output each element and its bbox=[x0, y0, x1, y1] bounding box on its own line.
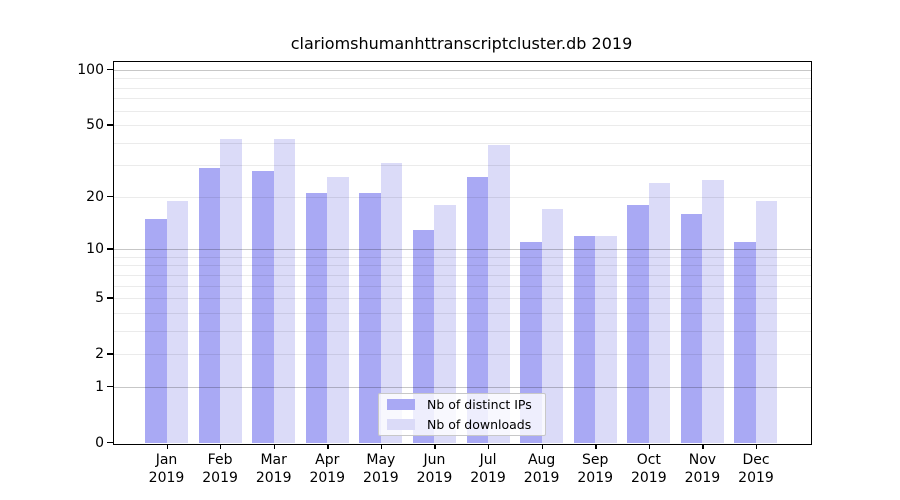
y-tick-10 bbox=[107, 248, 113, 250]
x-tick-feb bbox=[220, 444, 222, 449]
x-tick-label-feb: Feb 2019 bbox=[202, 452, 238, 486]
gridline-70 bbox=[114, 98, 811, 100]
bar-apr-downloads bbox=[327, 176, 349, 443]
legend: Nb of distinct IPs Nb of downloads bbox=[378, 393, 546, 436]
y-tick-label-2: 2 bbox=[95, 346, 104, 363]
bar-mar-downloads bbox=[273, 139, 296, 443]
bar-jun-distinct-ips bbox=[412, 229, 435, 443]
gridline-80 bbox=[114, 87, 811, 89]
x-tick-jan bbox=[166, 444, 168, 449]
bar-sep-distinct-ips bbox=[573, 235, 596, 443]
x-tick-oct bbox=[648, 444, 651, 449]
x-tick-label-sep: Sep 2019 bbox=[577, 452, 614, 486]
legend-item-downloads: Nb of downloads bbox=[379, 415, 545, 433]
x-tick-apr bbox=[327, 444, 329, 449]
y-tick-label-20: 20 bbox=[86, 188, 104, 205]
gridline-30 bbox=[114, 165, 811, 167]
bar-sep-downloads bbox=[595, 235, 617, 443]
gridline-7 bbox=[114, 274, 811, 276]
y-tick-5 bbox=[107, 297, 113, 299]
x-tick-label-oct: Oct 2019 bbox=[630, 452, 667, 486]
y-tick-label-100: 100 bbox=[77, 61, 104, 78]
gridline-40 bbox=[114, 142, 811, 144]
bar-nov-distinct-ips bbox=[680, 214, 703, 443]
gridline-9 bbox=[114, 256, 811, 258]
x-tick-aug bbox=[541, 444, 544, 449]
y-tick-label-5: 5 bbox=[95, 290, 104, 307]
y-tick-1 bbox=[107, 385, 113, 388]
x-tick-label-jun: Jun 2019 bbox=[416, 452, 453, 486]
x-tick-label-nov: Nov 2019 bbox=[684, 452, 721, 486]
y-tick-0 bbox=[107, 442, 113, 444]
legend-swatch-distinct-ips bbox=[387, 399, 415, 411]
legend-label-distinct-ips: Nb of distinct IPs bbox=[427, 397, 532, 413]
x-tick-label-may: May 2019 bbox=[363, 452, 399, 486]
x-tick-mar bbox=[273, 444, 276, 449]
x-tick-jul bbox=[488, 444, 490, 449]
gridline-4 bbox=[114, 312, 811, 314]
bar-may-downloads bbox=[380, 162, 403, 443]
bar-oct-downloads bbox=[648, 182, 671, 443]
bar-jul-distinct-ips bbox=[466, 176, 489, 443]
bar-oct-distinct-ips bbox=[627, 205, 649, 443]
bar-jul-downloads bbox=[488, 144, 510, 443]
gridline-20 bbox=[114, 196, 811, 198]
bar-jun-downloads bbox=[434, 205, 456, 443]
bar-aug-downloads bbox=[541, 209, 564, 443]
bar-feb-downloads bbox=[220, 139, 242, 443]
x-tick-label-dec: Dec 2019 bbox=[738, 452, 774, 486]
y-tick-50 bbox=[107, 124, 113, 126]
y-tick-2 bbox=[107, 353, 113, 355]
x-tick-label-aug: Aug 2019 bbox=[523, 452, 560, 486]
gridline-50 bbox=[114, 125, 811, 127]
y-tick-label-50: 50 bbox=[86, 117, 104, 134]
legend-swatch-downloads bbox=[387, 418, 415, 430]
bar-mar-distinct-ips bbox=[252, 170, 274, 443]
plot-area: Nb of distinct IPs Nb of downloads bbox=[113, 61, 812, 445]
bar-dec-downloads bbox=[755, 200, 778, 443]
x-tick-dec bbox=[755, 444, 758, 449]
chart-title: clariomshumanhttranscriptcluster.db 2019 bbox=[290, 34, 633, 53]
legend-label-downloads: Nb of downloads bbox=[427, 416, 532, 432]
gridline-90 bbox=[114, 78, 811, 80]
x-tick-label-mar: Mar 2019 bbox=[255, 452, 292, 486]
bar-nov-downloads bbox=[702, 179, 724, 443]
x-tick-nov bbox=[702, 444, 704, 449]
bar-jan-downloads bbox=[166, 200, 188, 443]
gridline-6 bbox=[114, 285, 811, 287]
bar-jan-distinct-ips bbox=[145, 218, 167, 443]
bar-dec-distinct-ips bbox=[734, 242, 756, 443]
bar-may-distinct-ips bbox=[359, 193, 381, 443]
bar-aug-distinct-ips bbox=[520, 242, 542, 443]
gridline-3 bbox=[114, 330, 811, 332]
x-tick-label-jan: Jan 2019 bbox=[148, 452, 185, 486]
x-tick-jun bbox=[434, 444, 436, 449]
x-tick-label-jul: Jul 2019 bbox=[470, 452, 506, 486]
gridline-10 bbox=[114, 249, 811, 251]
legend-item-distinct-ips: Nb of distinct IPs bbox=[379, 396, 545, 414]
gridline-8 bbox=[114, 265, 811, 267]
gridline-100 bbox=[114, 69, 811, 71]
y-tick-label-0: 0 bbox=[95, 435, 104, 451]
y-tick-label-10: 10 bbox=[86, 241, 104, 258]
bar-apr-distinct-ips bbox=[305, 193, 328, 443]
gridline-1 bbox=[114, 386, 811, 388]
y-tick-20 bbox=[107, 195, 113, 198]
x-tick-label-apr: Apr 2019 bbox=[309, 452, 346, 486]
y-tick-100 bbox=[107, 68, 113, 71]
bar-feb-distinct-ips bbox=[198, 168, 221, 443]
y-tick-label-1: 1 bbox=[95, 378, 104, 395]
gridline-2 bbox=[114, 354, 811, 356]
x-tick-sep bbox=[595, 444, 597, 449]
gridline-60 bbox=[114, 110, 811, 112]
gridline-5 bbox=[114, 298, 811, 300]
x-tick-may bbox=[380, 444, 383, 449]
